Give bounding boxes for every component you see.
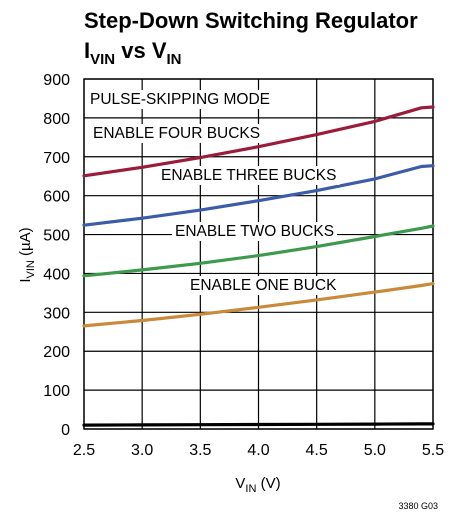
y-label-sub: VIN — [25, 260, 37, 278]
x-tick-label-2: 3.5 — [189, 442, 211, 459]
x-tick-labels: 2.5 3.0 3.5 4.0 4.5 5.0 5.5 — [73, 442, 444, 459]
y-tick-label-2: 200 — [43, 344, 70, 361]
y-tick-label-4: 400 — [43, 266, 70, 283]
y-tick-label-9: 900 — [43, 72, 70, 89]
y-label-unit: (µA) — [17, 227, 34, 260]
annotation-2: ENABLE THREE BUCKS — [161, 167, 336, 184]
series-lines — [82, 105, 435, 427]
annotation-bg-2 — [158, 166, 340, 185]
annotation-1: ENABLE FOUR BUCKS — [93, 125, 260, 142]
y-tick-label-3: 300 — [43, 305, 70, 322]
x-tick-label-1: 3.0 — [131, 442, 153, 459]
y-tick-label-5: 500 — [43, 228, 70, 245]
x-axis-label: VIN (V) — [235, 475, 280, 495]
y-tick-label-6: 600 — [43, 189, 70, 206]
annotation-4: ENABLE ONE BUCK — [190, 277, 337, 294]
y-tick-label-1: 100 — [43, 383, 70, 400]
x-label-sub: IN — [245, 483, 256, 495]
title-sub-vin: VIN — [90, 51, 115, 68]
series-line-enable-two-bucks — [82, 224, 435, 278]
chart-title-line2: IVIN vs VIN — [84, 38, 182, 68]
series-line-pulse-skipping-mode — [82, 422, 435, 427]
series-line-enable-one-buck — [82, 282, 435, 328]
annotation-bg-0 — [87, 90, 274, 109]
annotation-3: ENABLE TWO BUCKS — [175, 223, 334, 240]
x-tick-label-5: 5.0 — [364, 442, 386, 459]
title-vs-v: vs V — [115, 38, 167, 63]
series-line-enable-four-bucks — [82, 105, 435, 178]
x-tick-label-0: 2.5 — [73, 442, 95, 459]
plot-frame — [83, 78, 434, 430]
y-tick-label-0: 0 — [61, 422, 70, 439]
annotation-bg-4 — [187, 276, 341, 295]
y-axis-label: IVIN (µA) — [17, 227, 37, 282]
annotation-0: PULSE-SKIPPING MODE — [90, 91, 270, 108]
x-label-v: V — [235, 475, 245, 492]
title-i: I — [84, 38, 90, 63]
x-label-unit: (V) — [256, 475, 280, 492]
x-tick-label-4: 4.5 — [306, 442, 328, 459]
series-line-enable-three-bucks — [82, 164, 435, 227]
title-sub-in: IN — [167, 51, 182, 68]
series-annotations: PULSE-SKIPPING MODE ENABLE FOUR BUCKS ENAB… — [87, 90, 341, 295]
chart-title-line1: Step-Down Switching Regulator — [84, 8, 418, 33]
x-tick-label-3: 4.0 — [247, 442, 269, 459]
y-tick-label-7: 700 — [43, 150, 70, 167]
figure-code: 3380 G03 — [398, 501, 438, 511]
x-tick-label-6: 5.5 — [422, 442, 444, 459]
annotation-bg-3 — [172, 222, 338, 241]
annotation-bg-1 — [90, 124, 264, 143]
y-label-i: I — [17, 278, 34, 282]
y-tick-labels: 0 100 200 300 400 500 600 700 800 900 — [43, 72, 70, 439]
y-tick-label-8: 800 — [43, 111, 70, 128]
